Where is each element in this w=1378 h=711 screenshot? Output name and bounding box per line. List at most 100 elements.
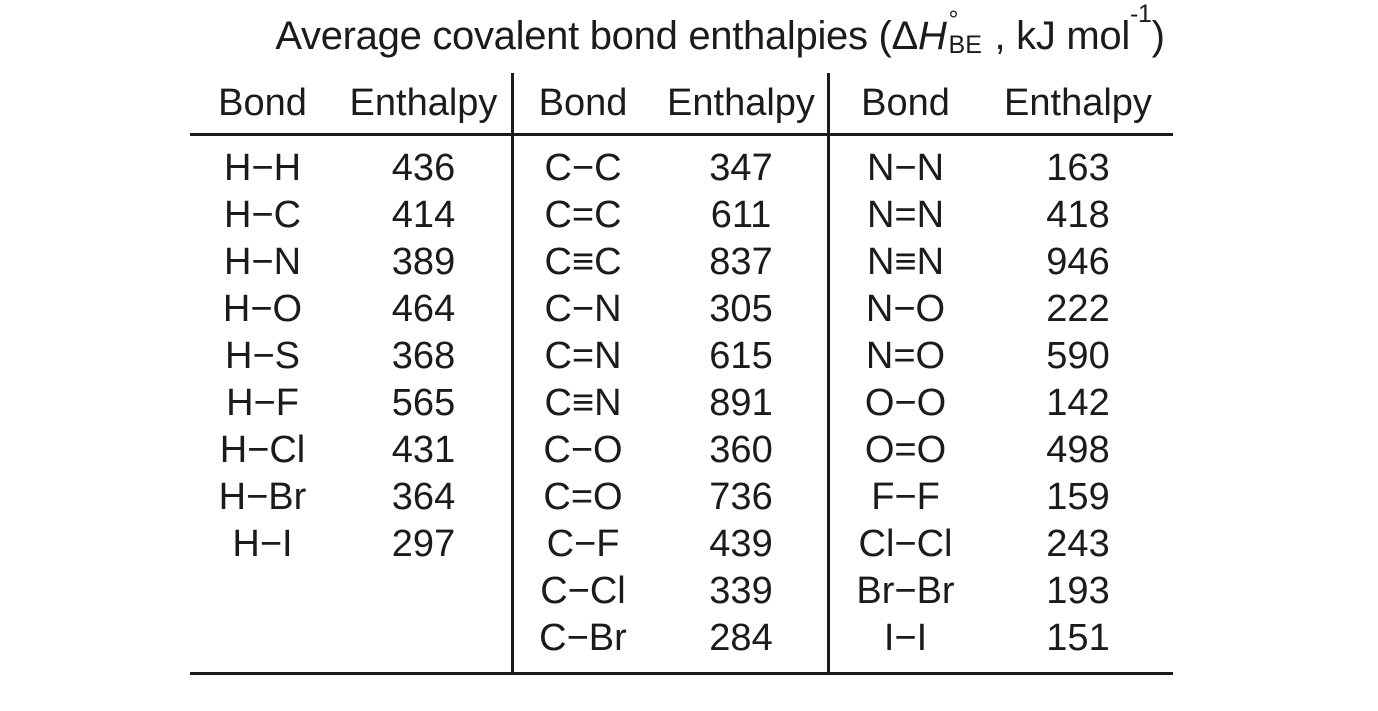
enthalpy-cell: 414 bbox=[391, 194, 456, 236]
table-header-row: Bond Enthalpy Bond Enthalpy Bond Enthalpy bbox=[190, 73, 1173, 133]
enthalpy-cell: 418 bbox=[1046, 194, 1110, 236]
bond-cell: N−O bbox=[865, 288, 946, 330]
enthalpy-cell: 243 bbox=[1046, 523, 1110, 565]
table-row: H−F 565 C≡N 891 O−O 142 bbox=[190, 380, 1173, 427]
bond-cell: C−F bbox=[546, 523, 620, 565]
bond-enthalpy-table: Bond Enthalpy Bond Enthalpy Bond Enthalpy H−H… bbox=[190, 73, 1173, 675]
table-row: H−I 297 C−F 439 Cl−Cl 243 bbox=[190, 521, 1173, 568]
enthalpy-cell: 565 bbox=[391, 382, 456, 424]
enthalpy-cell: 151 bbox=[1046, 617, 1110, 659]
enthalpy-cell: 364 bbox=[391, 476, 456, 518]
table-row: H−N 389 C≡C 837 N≡N 946 bbox=[190, 239, 1173, 286]
table-row: H−O 464 C−N 305 N−O 222 bbox=[190, 286, 1173, 333]
vertical-divider-1 bbox=[511, 73, 514, 675]
enthalpy-cell: 389 bbox=[391, 241, 456, 283]
enthalpy-cell: 159 bbox=[1046, 476, 1110, 518]
header-cell-bond: Bond bbox=[861, 82, 950, 124]
enthalpy-cell bbox=[335, 568, 512, 615]
enthalpy-cell: 360 bbox=[709, 429, 773, 471]
bond-cell: O=O bbox=[864, 429, 947, 471]
enthalpy-cell: 163 bbox=[1046, 147, 1110, 189]
bond-cell: N≡N bbox=[866, 241, 945, 283]
bond-cell: C−N bbox=[544, 288, 622, 330]
table-row: C−Cl 339 Br−Br 193 bbox=[190, 568, 1173, 615]
enthalpy-cell: 297 bbox=[391, 523, 456, 565]
bond-cell: H−H bbox=[223, 147, 302, 189]
bond-cell: H−C bbox=[223, 194, 302, 236]
bond-cell: C≡N bbox=[544, 382, 622, 424]
enthalpy-cell: 193 bbox=[1046, 570, 1110, 612]
bottom-rule bbox=[190, 672, 1173, 675]
bond-cell: C−Br bbox=[539, 617, 627, 659]
bond-cell bbox=[190, 568, 335, 615]
enthalpy-cell: 431 bbox=[391, 429, 456, 471]
header-cell-bond: Bond bbox=[218, 82, 307, 124]
enthalpy-cell: 615 bbox=[709, 335, 773, 377]
enthalpy-cell: 305 bbox=[709, 288, 773, 330]
table-row: H−H 436 C−C 347 N−N 163 bbox=[190, 145, 1173, 192]
enthalpy-cell: 891 bbox=[709, 382, 773, 424]
title-prefix: Average covalent bond enthalpies ( bbox=[275, 14, 892, 58]
table-row: H−Br 364 C=O 736 F−F 159 bbox=[190, 474, 1173, 521]
enthalpy-cell: 946 bbox=[1046, 241, 1110, 283]
header-cell-enthalpy: Enthalpy bbox=[667, 82, 815, 124]
bond-cell: C≡C bbox=[544, 241, 622, 283]
bond-cell: N=O bbox=[865, 335, 946, 377]
bond-cell bbox=[190, 615, 335, 662]
bond-cell: H−F bbox=[226, 382, 299, 424]
enthalpy-cell: 837 bbox=[709, 241, 773, 283]
bond-cell: C−Cl bbox=[540, 570, 626, 612]
bond-cell: Cl−Cl bbox=[858, 523, 953, 565]
enthalpy-cell: 736 bbox=[709, 476, 773, 518]
delta-symbol: Δ bbox=[891, 14, 919, 58]
title-units: , kJ mol bbox=[994, 14, 1131, 58]
table-body: H−H 436 C−C 347 N−N 163 H−C 414 C=C 611 N=N 418 H−N 3… bbox=[190, 145, 1173, 662]
enthalpy-cell: 439 bbox=[709, 523, 773, 565]
enthalpy-cell: 347 bbox=[709, 147, 773, 189]
header-cell-bond: Bond bbox=[538, 82, 628, 124]
bond-cell: H−I bbox=[232, 523, 293, 565]
table-row: C−Br 284 I−I 151 bbox=[190, 615, 1173, 662]
bond-cell: I−I bbox=[883, 617, 928, 659]
vertical-divider-2 bbox=[827, 73, 830, 675]
bond-cell: N−N bbox=[866, 147, 945, 189]
table-row: H−C 414 C=C 611 N=N 418 bbox=[190, 192, 1173, 239]
table-row: H−S 368 C=N 615 N=O 590 bbox=[190, 333, 1173, 380]
bond-cell: N=N bbox=[866, 194, 945, 236]
bond-cell: H−O bbox=[222, 288, 303, 330]
enthalpy-cell: 368 bbox=[391, 335, 456, 377]
enthalpy-cell: 284 bbox=[709, 617, 773, 659]
bond-cell: Br−Br bbox=[856, 570, 955, 612]
bond-cell: C−C bbox=[544, 147, 622, 189]
bond-cell: C=N bbox=[544, 335, 622, 377]
bond-cell: H−N bbox=[223, 241, 302, 283]
bond-cell: F−F bbox=[871, 476, 940, 518]
bond-cell: H−Br bbox=[218, 476, 307, 518]
enthalpy-cell: 436 bbox=[391, 147, 456, 189]
bond-cell: H−S bbox=[225, 335, 300, 377]
enthalpy-cell: 464 bbox=[391, 288, 456, 330]
header-cell-enthalpy: Enthalpy bbox=[1004, 82, 1152, 124]
table-title: Average covalent bond enthalpies (Δ H ° BE,… bbox=[62, 0, 1378, 59]
bond-cell: C=O bbox=[543, 476, 623, 518]
header-rule bbox=[190, 133, 1173, 136]
enthalpy-cell bbox=[335, 615, 512, 662]
enthalpy-supsub: ° BE bbox=[947, 8, 995, 58]
bond-enthalpy-subscript: BE bbox=[948, 31, 982, 59]
table-row: H−Cl 431 C−O 360 O=O 498 bbox=[190, 427, 1173, 474]
enthalpy-cell: 222 bbox=[1046, 288, 1110, 330]
enthalpy-symbol: H bbox=[917, 14, 947, 58]
units-exponent: -1 bbox=[1129, 0, 1152, 28]
title-suffix: ) bbox=[1151, 14, 1165, 58]
bond-cell: O−O bbox=[864, 382, 947, 424]
bond-cell: H−Cl bbox=[219, 429, 306, 471]
enthalpy-cell: 339 bbox=[709, 570, 773, 612]
enthalpy-cell: 498 bbox=[1046, 429, 1110, 471]
standard-state-superscript: ° bbox=[948, 6, 959, 34]
enthalpy-cell: 590 bbox=[1046, 335, 1110, 377]
bond-cell: C−O bbox=[543, 429, 623, 471]
enthalpy-cell: 142 bbox=[1046, 382, 1110, 424]
enthalpy-cell: 611 bbox=[710, 194, 772, 236]
bond-cell: C=C bbox=[544, 194, 622, 236]
